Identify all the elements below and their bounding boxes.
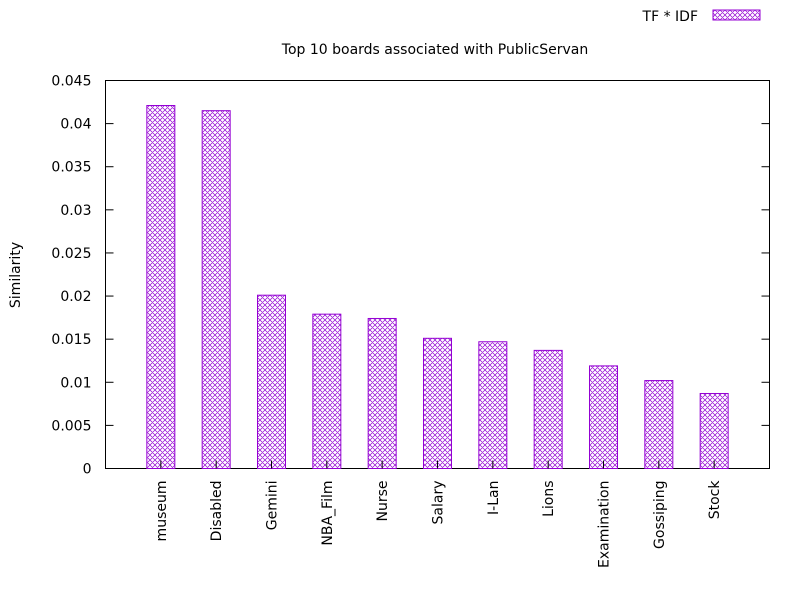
- y-tick-label: 0.04: [60, 117, 91, 133]
- bar-nurse: [367, 317, 397, 469]
- x-tick-label: Gemini: [265, 481, 281, 531]
- bar-nba-film: [312, 313, 342, 470]
- bar-gossiping: [644, 380, 674, 470]
- y-tick-label: 0.02: [60, 289, 91, 305]
- bar-salary: [423, 337, 452, 469]
- x-tick-label: NBA_Film: [320, 481, 336, 546]
- x-tick-label: Gossiping: [652, 481, 668, 549]
- x-tick-label: Lions: [541, 481, 557, 517]
- x-tick-label: Examination: [597, 481, 613, 569]
- y-axis-label: Similarity: [8, 242, 24, 308]
- bar-stock: [699, 392, 729, 469]
- x-tick-label: I-Lan: [486, 481, 502, 515]
- x-tick-label: museum: [154, 481, 170, 542]
- x-tick-label: Stock: [707, 480, 723, 520]
- bar-lions: [533, 349, 563, 469]
- y-tick-label: 0.01: [60, 375, 91, 391]
- bar-disabled: [201, 110, 231, 470]
- bar-gemini: [257, 294, 286, 469]
- y-tick-label: 0.005: [51, 418, 91, 434]
- y-axis: 0 0.005 0.01 0.015 0.02 0.025 0.03 0.035 0.04 0.0…: [51, 74, 770, 478]
- bars: [146, 105, 729, 470]
- x-tick-label: Disabled: [209, 481, 225, 542]
- x-tick-label: Nurse: [375, 481, 391, 522]
- bar-i-lan: [478, 341, 508, 469]
- legend-label: TF * IDF: [642, 9, 698, 25]
- legend-swatch: [712, 9, 761, 21]
- bar-museum: [146, 105, 176, 469]
- x-tick-label: Salary: [431, 481, 447, 525]
- chart-title: Top 10 boards associated with PublicServ…: [281, 42, 588, 58]
- y-tick-label: 0.015: [51, 332, 91, 348]
- y-tick-label: 0.035: [51, 160, 91, 176]
- y-tick-label: 0.045: [51, 74, 91, 90]
- y-tick-label: 0.025: [51, 246, 91, 262]
- legend: TF * IDF: [642, 9, 761, 25]
- bar-examination: [589, 365, 618, 470]
- y-tick-label: 0.03: [60, 203, 91, 219]
- y-tick-label: 0: [83, 462, 92, 478]
- x-axis: museum Disabled Gemini NBA_Film Nurse Salary I…: [154, 460, 723, 569]
